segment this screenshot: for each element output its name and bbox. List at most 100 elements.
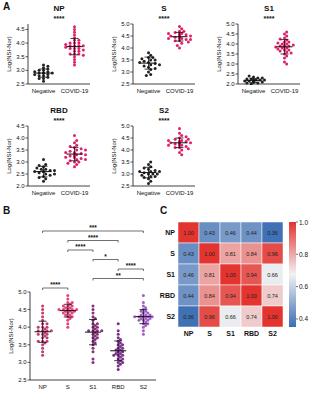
point: [117, 368, 120, 371]
y-tick: [28, 327, 31, 328]
cell: [262, 222, 283, 243]
point: [142, 329, 145, 332]
panel-label: C: [160, 205, 167, 216]
point: [84, 149, 87, 152]
point: [245, 82, 248, 85]
row-label: S: [170, 250, 175, 257]
point: [142, 294, 145, 297]
y-tick: [236, 74, 239, 75]
cell: [178, 222, 199, 243]
point: [64, 156, 67, 159]
y-tick: [26, 162, 29, 163]
y-axis: [133, 24, 134, 84]
point: [92, 347, 95, 350]
point: [75, 163, 78, 166]
column-label: NP: [184, 330, 194, 337]
y-tick-label: 4.0: [226, 41, 235, 47]
point: [185, 145, 188, 148]
y-tick-label: 4.0: [18, 324, 27, 330]
y-tick-label: 3.5: [226, 51, 235, 57]
point: [44, 177, 47, 180]
point: [35, 167, 38, 170]
marks: [243, 31, 295, 86]
y-tick-label: 4.0: [16, 135, 25, 141]
cell: [241, 285, 262, 306]
y-tick-label: 2.5: [226, 71, 235, 77]
y-tick: [236, 64, 239, 65]
point: [41, 312, 44, 315]
point: [73, 33, 76, 36]
point: [167, 32, 170, 35]
point: [80, 147, 83, 150]
chart-title: RBD: [50, 106, 68, 115]
point: [69, 150, 72, 153]
y-axis-label: Log(NSI-Nor): [216, 36, 222, 72]
y-tick-label: 3.0: [226, 61, 235, 67]
colorbar: [289, 222, 296, 327]
point: [92, 308, 95, 311]
point: [69, 47, 72, 50]
point: [149, 317, 152, 320]
cell-label: 0.84: [204, 293, 215, 299]
comparison-bracket: [68, 250, 93, 252]
point: [73, 58, 76, 61]
y-tick: [236, 44, 239, 45]
point: [42, 80, 45, 83]
point: [80, 157, 83, 160]
cell-label: 0.44: [183, 293, 194, 299]
point: [49, 174, 52, 177]
point: [158, 63, 161, 66]
point: [66, 326, 69, 329]
cell-label: 0.36: [267, 230, 278, 236]
significance: ****: [88, 234, 99, 241]
cell: [199, 306, 220, 327]
x-tick-label: Negative: [242, 88, 266, 94]
y-axis-label: Log(NSI-Nor): [6, 36, 12, 72]
y-tick: [131, 36, 134, 37]
marks: [138, 127, 192, 185]
point: [180, 134, 183, 137]
y-tick-label: 4.0: [121, 147, 130, 153]
point: [73, 31, 76, 34]
point: [279, 50, 282, 53]
cell: [178, 306, 199, 327]
cell-label: 1.00: [267, 314, 278, 320]
point: [92, 357, 95, 360]
point: [77, 50, 80, 53]
point: [94, 342, 97, 345]
error-bar: [250, 78, 258, 82]
colorbar-tick-label: 0.4: [299, 315, 308, 322]
cell-label: 1.00: [204, 251, 215, 257]
point: [92, 305, 95, 308]
significance: ****: [54, 15, 65, 22]
x-tick-label: COVID-19: [61, 88, 89, 94]
point: [44, 168, 47, 171]
point: [82, 54, 85, 57]
cell-label: 0.84: [246, 251, 257, 257]
y-axis: [30, 292, 31, 380]
point: [64, 151, 67, 154]
x-tick-label: S1: [89, 384, 97, 390]
y-tick-label: 4.5: [226, 31, 235, 37]
y-tick: [26, 43, 29, 44]
x-tick-label: Negative: [137, 190, 161, 196]
y-tick: [28, 344, 31, 345]
point: [143, 65, 146, 68]
cell-label: 0.94: [225, 293, 236, 299]
point: [149, 313, 152, 316]
point: [37, 326, 40, 329]
row-label: NP: [165, 229, 175, 236]
cell: [178, 243, 199, 264]
error-bar: [40, 166, 48, 177]
point: [140, 174, 143, 177]
point: [41, 347, 44, 350]
point: [71, 305, 74, 308]
point: [145, 74, 148, 77]
significance: ***: [89, 224, 97, 231]
point: [69, 42, 72, 45]
point: [290, 52, 293, 55]
cell-label: 0.43: [183, 251, 194, 257]
y-axis-label: Log(NSI-Nor): [8, 318, 14, 354]
point: [285, 31, 288, 34]
point: [189, 35, 192, 38]
